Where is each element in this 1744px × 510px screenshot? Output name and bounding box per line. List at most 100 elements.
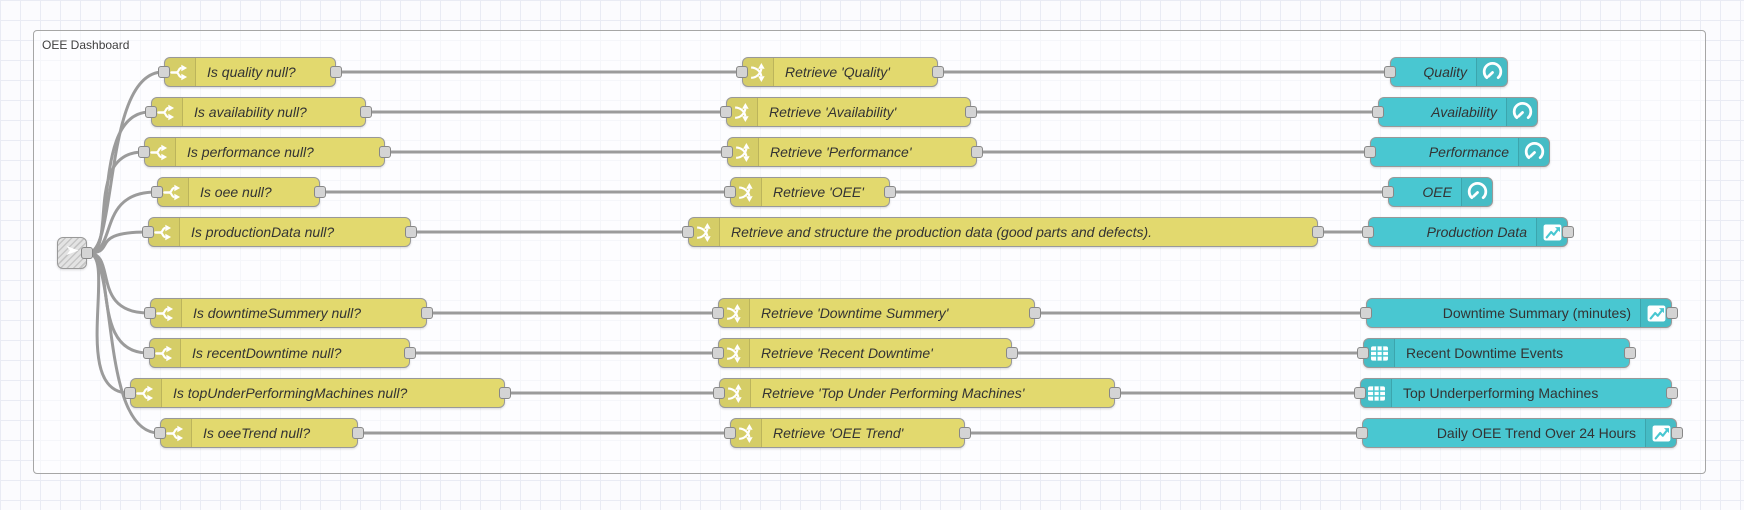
switch-icon: [161, 419, 192, 447]
output-port[interactable]: [405, 226, 417, 238]
wire-link-to-s9[interactable]: [87, 251, 160, 435]
change-node-retrieve-downtime-summery[interactable]: Retrieve 'Downtime Summery': [712, 298, 1041, 328]
ui-gauge-node-oee[interactable]: OEE: [1382, 177, 1493, 207]
node-label: Retrieve 'OEE Trend': [773, 425, 904, 441]
input-port[interactable]: [1384, 66, 1396, 78]
change-node-retrieve-oee[interactable]: Retrieve 'OEE': [724, 177, 896, 207]
output-port[interactable]: [1671, 427, 1683, 439]
output-port[interactable]: [352, 427, 364, 439]
change-node-retrieve-recent-downtime[interactable]: Retrieve 'Recent Downtime': [712, 338, 1018, 368]
wire-link-to-s3[interactable]: [87, 150, 144, 255]
ui-gauge-node-quality[interactable]: Quality: [1384, 57, 1508, 87]
input-port[interactable]: [1382, 186, 1394, 198]
input-port[interactable]: [158, 66, 170, 78]
input-port[interactable]: [144, 307, 156, 319]
switch-node-is-downtimesummery-null[interactable]: Is downtimeSummery null?: [144, 298, 433, 328]
switch-node-is-productiondata-null[interactable]: Is productionData null?: [142, 217, 417, 247]
input-port[interactable]: [1357, 347, 1369, 359]
input-port[interactable]: [1362, 226, 1374, 238]
output-port[interactable]: [971, 146, 983, 158]
output-port[interactable]: [81, 247, 93, 259]
input-port[interactable]: [724, 186, 736, 198]
switch-node-is-performance-null[interactable]: Is performance null?: [138, 137, 391, 167]
output-port[interactable]: [499, 387, 511, 399]
change-node-retrieve-availability[interactable]: Retrieve 'Availability': [720, 97, 977, 127]
ui-gauge-node-performance[interactable]: Performance: [1364, 137, 1550, 167]
switch-node-is-topunderperformingmachines-null[interactable]: Is topUnderPerformingMachines null?: [124, 378, 511, 408]
gauge-icon: [1506, 98, 1537, 126]
ui-gauge-node-availability[interactable]: Availability: [1372, 97, 1538, 127]
output-port[interactable]: [421, 307, 433, 319]
switch-icon: [152, 98, 183, 126]
chart-icon: [1645, 419, 1676, 447]
output-port[interactable]: [1312, 226, 1324, 238]
change-node-retrieve-performance[interactable]: Retrieve 'Performance': [721, 137, 983, 167]
link-in-node[interactable]: [57, 237, 93, 269]
change-icon: [727, 98, 758, 126]
input-port[interactable]: [736, 66, 748, 78]
switch-node-is-availability-null[interactable]: Is availability null?: [145, 97, 372, 127]
output-port[interactable]: [1109, 387, 1121, 399]
input-port[interactable]: [154, 427, 166, 439]
ui-table-node-top-underperforming-machines[interactable]: Top Underperforming Machines: [1354, 378, 1678, 408]
input-port[interactable]: [682, 226, 694, 238]
output-port[interactable]: [360, 106, 372, 118]
input-port[interactable]: [712, 307, 724, 319]
output-port[interactable]: [1666, 387, 1678, 399]
chart-icon: [1536, 218, 1567, 246]
input-port[interactable]: [724, 427, 736, 439]
node-label: Is oee null?: [200, 184, 272, 200]
gauge-icon: [1476, 58, 1507, 86]
ui-chart-node-downtime-summary-minutes[interactable]: Downtime Summary (minutes): [1360, 298, 1678, 328]
output-port[interactable]: [314, 186, 326, 198]
output-port[interactable]: [1624, 347, 1636, 359]
input-port[interactable]: [1364, 146, 1376, 158]
wire-link-to-s4[interactable]: [87, 190, 157, 255]
change-node-retrieve-and-structure-production-data[interactable]: Retrieve and structure the production da…: [682, 217, 1324, 247]
change-node-retrieve-top-under-performing-machines[interactable]: Retrieve 'Top Under Performing Machines': [713, 378, 1121, 408]
change-node-retrieve-oee-trend[interactable]: Retrieve 'OEE Trend': [724, 418, 971, 448]
output-port[interactable]: [959, 427, 971, 439]
ui-chart-node-production-data[interactable]: Production Data: [1362, 217, 1574, 247]
change-icon: [719, 299, 750, 327]
output-port[interactable]: [379, 146, 391, 158]
output-port[interactable]: [1562, 226, 1574, 238]
switch-node-is-quality-null[interactable]: Is quality null?: [158, 57, 342, 87]
ui-table-node-recent-downtime-events[interactable]: Recent Downtime Events: [1357, 338, 1636, 368]
input-port[interactable]: [721, 146, 733, 158]
output-port[interactable]: [1029, 307, 1041, 319]
node-label: Retrieve 'Availability': [769, 104, 897, 120]
output-port[interactable]: [330, 66, 342, 78]
change-icon: [731, 419, 762, 447]
output-port[interactable]: [1666, 307, 1678, 319]
output-port[interactable]: [404, 347, 416, 359]
input-port[interactable]: [1372, 106, 1384, 118]
change-node-retrieve-quality[interactable]: Retrieve 'Quality': [736, 57, 944, 87]
input-port[interactable]: [145, 106, 157, 118]
input-port[interactable]: [1356, 427, 1368, 439]
node-label: Availability: [1431, 104, 1497, 120]
output-port[interactable]: [884, 186, 896, 198]
input-port[interactable]: [151, 186, 163, 198]
switch-node-is-recentdowntime-null[interactable]: Is recentDowntime null?: [143, 338, 416, 368]
switch-node-is-oee-null[interactable]: Is oee null?: [151, 177, 326, 207]
switch-icon: [149, 218, 180, 246]
wire-link-to-s5[interactable]: [87, 230, 148, 255]
input-port[interactable]: [138, 146, 150, 158]
input-port[interactable]: [143, 347, 155, 359]
input-port[interactable]: [1360, 307, 1372, 319]
input-port[interactable]: [1354, 387, 1366, 399]
node-label: Is downtimeSummery null?: [193, 305, 362, 321]
ui-chart-node-daily-oee-trend-over-24-hours[interactable]: Daily OEE Trend Over 24 Hours: [1356, 418, 1683, 448]
output-port[interactable]: [1006, 347, 1018, 359]
output-port[interactable]: [932, 66, 944, 78]
input-port[interactable]: [142, 226, 154, 238]
input-port[interactable]: [713, 387, 725, 399]
input-port[interactable]: [712, 347, 724, 359]
input-port[interactable]: [720, 106, 732, 118]
input-port[interactable]: [124, 387, 136, 399]
switch-node-is-oeetrend-null[interactable]: Is oeeTrend null?: [154, 418, 364, 448]
output-port[interactable]: [965, 106, 977, 118]
node-label: Retrieve 'Quality': [785, 64, 890, 80]
